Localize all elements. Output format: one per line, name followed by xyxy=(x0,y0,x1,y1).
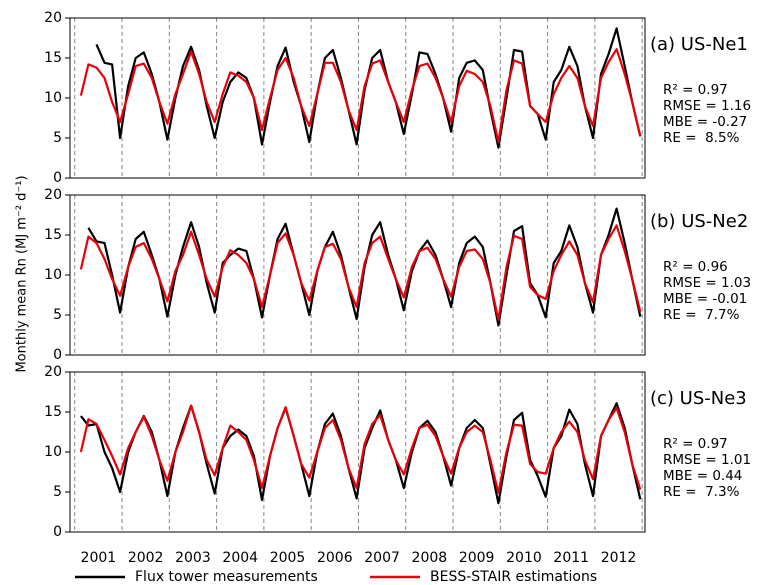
stat-line: R² = 0.96 xyxy=(663,259,728,275)
x-tick-label: 2009 xyxy=(459,550,495,566)
legend-label: Flux tower measurements xyxy=(135,569,318,585)
stat-line: R² = 0.97 xyxy=(663,436,728,452)
plot-frame xyxy=(69,17,646,179)
stat-line: RMSE = 1.16 xyxy=(663,98,751,114)
plot-frame xyxy=(69,194,646,356)
y-tick-label: 0 xyxy=(53,170,62,186)
stat-line: RE = 7.3% xyxy=(663,484,740,500)
y-tick-label: 20 xyxy=(44,187,62,203)
y-tick-label: 20 xyxy=(44,364,62,380)
y-tick-label: 5 xyxy=(53,130,62,146)
stat-line: RMSE = 1.01 xyxy=(663,452,751,468)
stat-line: R² = 0.97 xyxy=(663,82,728,98)
plot-frame xyxy=(69,371,646,533)
stat-line: MBE = 0.44 xyxy=(663,468,742,484)
series-line xyxy=(80,402,642,505)
y-tick-label: 15 xyxy=(44,50,62,66)
y-tick-label: 5 xyxy=(53,484,62,500)
y-tick-label: 10 xyxy=(44,90,62,106)
stat-line: MBE = -0.01 xyxy=(663,291,747,307)
stat-line: MBE = -0.27 xyxy=(663,114,747,130)
y-tick-label: 0 xyxy=(53,524,62,540)
x-tick-label: 2010 xyxy=(506,550,542,566)
y-tick-label: 10 xyxy=(44,444,62,460)
x-tick-label: 2007 xyxy=(364,550,400,566)
panel-label: (b) US-Ne2 xyxy=(650,211,748,232)
series-line xyxy=(79,224,642,321)
y-tick-label: 15 xyxy=(44,404,62,420)
x-tick-label: 2004 xyxy=(222,550,258,566)
stat-line: RMSE = 1.03 xyxy=(663,275,751,291)
y-tick-label: 20 xyxy=(44,10,62,26)
y-tick-label: 0 xyxy=(53,347,62,363)
x-tick-label: 2012 xyxy=(601,550,637,566)
stat-line: RE = 8.5% xyxy=(663,130,740,146)
series-line xyxy=(79,404,642,494)
x-tick-label: 2003 xyxy=(175,550,211,566)
legend-label: BESS-STAIR estimations xyxy=(430,569,597,585)
panel-label: (a) US-Ne1 xyxy=(650,34,748,55)
series-line xyxy=(79,48,642,144)
x-tick-label: 2011 xyxy=(553,550,589,566)
panel-label: (c) US-Ne3 xyxy=(650,388,747,409)
stat-line: RE = 7.7% xyxy=(663,307,740,323)
y-tick-label: 10 xyxy=(44,267,62,283)
x-tick-label: 2005 xyxy=(270,550,306,566)
x-tick-label: 2006 xyxy=(317,550,353,566)
y-tick-label: 5 xyxy=(53,307,62,323)
y-tick-label: 15 xyxy=(44,227,62,243)
y-axis-label: Monthly mean Rn (MJ m⁻² d⁻¹) xyxy=(15,175,30,372)
x-tick-label: 2001 xyxy=(81,550,117,566)
x-tick-label: 2008 xyxy=(412,550,448,566)
x-tick-label: 2002 xyxy=(128,550,164,566)
